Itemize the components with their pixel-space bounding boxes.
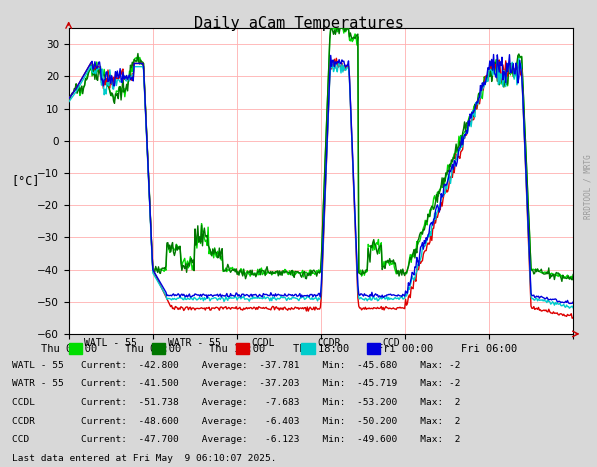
Text: WATL - 55: WATL - 55 bbox=[84, 339, 137, 348]
Text: CCD         Current:  -47.700    Average:   -6.123    Min:  -49.600    Max:  2: CCD Current: -47.700 Average: -6.123 Min… bbox=[12, 435, 460, 444]
Text: Daily aCam Temperatures: Daily aCam Temperatures bbox=[193, 16, 404, 31]
Text: [°C]: [°C] bbox=[11, 175, 40, 187]
Text: CCDL: CCDL bbox=[251, 339, 275, 348]
Text: WATR - 55   Current:  -41.500    Average:  -37.203    Min:  -45.719    Max: -2: WATR - 55 Current: -41.500 Average: -37.… bbox=[12, 379, 460, 388]
Text: WATR - 55: WATR - 55 bbox=[168, 339, 221, 348]
Text: CCDR: CCDR bbox=[317, 339, 340, 348]
Text: CCDL        Current:  -51.738    Average:   -7.683    Min:  -53.200    Max:  2: CCDL Current: -51.738 Average: -7.683 Mi… bbox=[12, 398, 460, 407]
Text: Last data entered at Fri May  9 06:10:07 2025.: Last data entered at Fri May 9 06:10:07 … bbox=[12, 454, 276, 463]
Text: RRDTOOL / MRTG: RRDTOOL / MRTG bbox=[584, 155, 593, 219]
Text: WATL - 55   Current:  -42.800    Average:  -37.781    Min:  -45.680    Max: -2: WATL - 55 Current: -42.800 Average: -37.… bbox=[12, 361, 460, 369]
Text: CCDR        Current:  -48.600    Average:   -6.403    Min:  -50.200    Max:  2: CCDR Current: -48.600 Average: -6.403 Mi… bbox=[12, 417, 460, 425]
Text: CCD: CCD bbox=[383, 339, 401, 348]
